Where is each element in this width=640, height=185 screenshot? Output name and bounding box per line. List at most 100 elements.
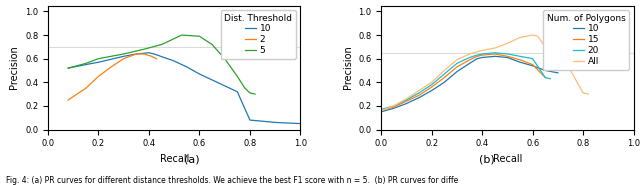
10 [473, 58, 481, 60]
2 [148, 55, 156, 57]
20 [504, 53, 511, 55]
15 [378, 110, 385, 112]
5 [65, 67, 72, 69]
15 [440, 76, 448, 79]
15 [504, 55, 511, 57]
5 [178, 34, 186, 36]
5 [246, 92, 254, 94]
2 [65, 99, 72, 101]
20 [466, 56, 474, 59]
15 [390, 106, 397, 108]
20 [403, 99, 410, 101]
Line: 10: 10 [381, 56, 558, 112]
Y-axis label: Precision: Precision [342, 46, 353, 89]
10 [491, 55, 499, 57]
15 [453, 66, 461, 68]
10 [378, 111, 385, 113]
All [491, 47, 499, 49]
10 [284, 122, 292, 124]
20 [478, 53, 486, 55]
10 [234, 91, 241, 93]
5 [221, 58, 228, 60]
10 [95, 61, 102, 63]
All [378, 110, 385, 112]
2 [132, 53, 140, 55]
20 [415, 92, 423, 94]
20 [529, 58, 536, 60]
10 [428, 89, 435, 92]
All [453, 59, 461, 61]
10 [516, 61, 524, 63]
10 [403, 102, 410, 105]
2 [120, 58, 127, 60]
20 [473, 54, 481, 56]
All [466, 53, 474, 55]
10 [415, 97, 423, 99]
15 [415, 94, 423, 96]
20 [541, 76, 549, 79]
20 [378, 108, 385, 111]
All [415, 89, 423, 92]
All [390, 105, 397, 107]
All [516, 36, 524, 38]
10 [453, 70, 461, 73]
All [529, 34, 536, 36]
X-axis label: Recall: Recall [159, 154, 189, 164]
15 [403, 100, 410, 102]
20 [428, 84, 435, 86]
20 [547, 78, 554, 80]
15 [428, 86, 435, 88]
15 [473, 55, 481, 57]
Line: 5: 5 [68, 35, 255, 94]
Line: 10: 10 [68, 53, 300, 124]
5 [140, 48, 148, 50]
10 [145, 52, 153, 54]
All [541, 46, 549, 48]
20 [516, 55, 524, 57]
2 [140, 53, 148, 55]
20 [390, 105, 397, 107]
All [579, 92, 587, 94]
10 [132, 53, 140, 55]
All [440, 69, 448, 72]
15 [541, 76, 549, 79]
Line: All: All [381, 35, 588, 111]
15 [491, 53, 499, 55]
All [584, 93, 592, 95]
10 [208, 79, 216, 81]
10 [246, 119, 254, 121]
Text: (b): (b) [479, 155, 494, 165]
20 [440, 73, 448, 75]
Line: 2: 2 [68, 54, 157, 100]
5 [234, 75, 241, 78]
15 [529, 63, 536, 66]
10 [390, 107, 397, 109]
15 [478, 54, 486, 56]
10 [440, 81, 448, 83]
10 [529, 65, 536, 67]
10 [82, 63, 90, 66]
5 [157, 43, 165, 46]
5 [120, 53, 127, 55]
10 [504, 56, 511, 59]
10 [65, 67, 72, 69]
15 [516, 59, 524, 61]
20 [453, 62, 461, 65]
10 [183, 66, 191, 68]
Text: (a): (a) [184, 155, 200, 165]
10 [259, 120, 266, 122]
10 [466, 62, 474, 65]
10 [196, 73, 204, 75]
10 [120, 55, 127, 57]
5 [170, 38, 178, 40]
5 [241, 87, 249, 89]
All [504, 42, 511, 44]
10 [541, 69, 549, 72]
All [554, 58, 562, 60]
Line: 20: 20 [381, 53, 550, 110]
All [403, 98, 410, 100]
10 [271, 121, 279, 124]
2 [153, 58, 161, 60]
10 [296, 122, 304, 125]
All [534, 35, 541, 37]
